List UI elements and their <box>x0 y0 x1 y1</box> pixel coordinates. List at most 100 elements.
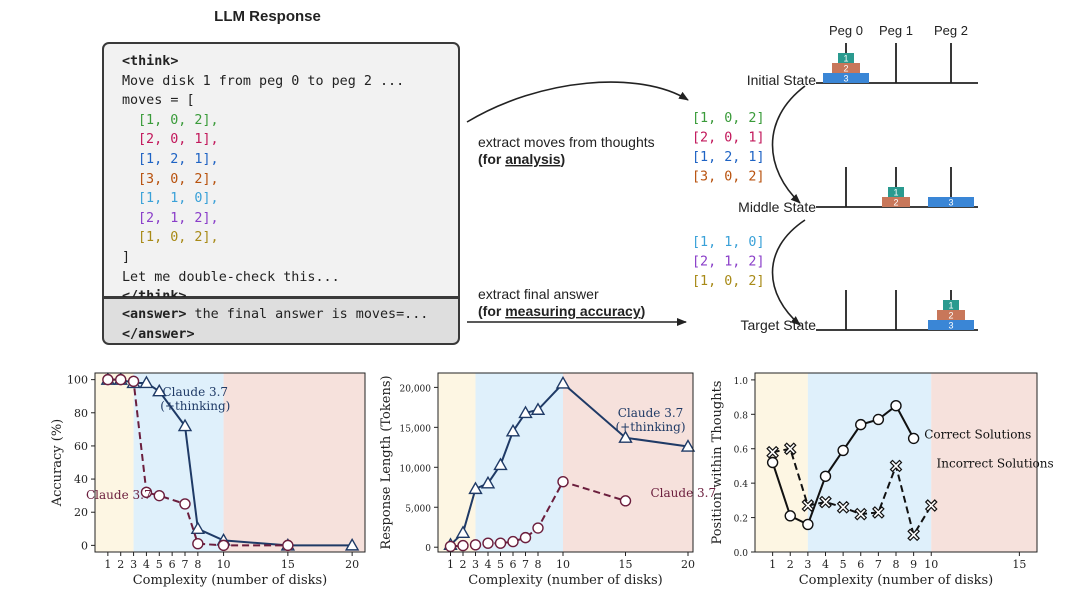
y-tick-label: 5,000 <box>405 504 431 514</box>
extract-answer-label: extract final answer <box>478 286 599 302</box>
think-open-tag: <think> <box>122 54 179 69</box>
y-tick-label: 15,000 <box>400 424 432 434</box>
y-tick-label: 10,000 <box>400 464 432 474</box>
plot-frame <box>94 372 366 553</box>
data-point <box>455 525 471 539</box>
data-point <box>854 507 868 521</box>
extracted-move: [2, 1, 2] <box>692 255 765 270</box>
complexity-region <box>438 373 476 552</box>
x-tick-label: 3 <box>130 558 137 571</box>
disk-label: 2 <box>843 64 848 74</box>
disk <box>888 187 904 197</box>
data-point <box>102 373 114 386</box>
data-point <box>872 413 885 426</box>
state-arrow-2 <box>771 219 806 326</box>
x-tick-label: 8 <box>893 558 900 571</box>
peg-label: Peg 2 <box>934 23 968 38</box>
x-tick-label: 6 <box>857 558 864 571</box>
y-tick-label: 80 <box>74 407 88 420</box>
extract-moves-arrow <box>466 81 689 123</box>
hanoi-state: Initial State 321 <box>747 43 978 88</box>
double-check-line: Let me double-check this... <box>122 269 340 285</box>
data-point <box>766 456 779 469</box>
move-line: [1, 1, 0], <box>138 191 219 207</box>
x-tick-label: 5 <box>497 558 504 571</box>
peg-label: Peg 0 <box>829 23 863 38</box>
moves-close: ] <box>122 249 131 265</box>
x-tick-label: 5 <box>156 558 163 571</box>
charts-row: Claude 3.7 (+thinking)Claude 3.71 2 3 4 5 6 7 8 1… <box>50 372 1054 588</box>
extracted-move: [2, 0, 1] <box>692 131 765 146</box>
data-point <box>493 457 508 471</box>
move-line: [1, 0, 2], <box>138 230 219 246</box>
hanoi-state: Middle State 21 3 <box>738 167 978 215</box>
series-line <box>107 378 353 547</box>
data-point <box>784 510 796 522</box>
disk <box>937 310 965 320</box>
x-tick-label: 15 <box>1012 558 1026 571</box>
y-tick-label: 0.4 <box>734 480 749 490</box>
series-label: Correct Solutions <box>924 427 1031 441</box>
remaining-moves-group: [1, 1, 0] [2, 1, 2] [1, 0, 2] <box>692 235 765 289</box>
data-point <box>152 383 167 397</box>
series-line <box>450 480 626 548</box>
data-point <box>618 430 633 443</box>
disk <box>838 53 854 63</box>
x-tick-label: 20 <box>681 558 695 571</box>
y-tick-label: 1.0 <box>734 377 749 387</box>
x-tick-label: 1 <box>769 558 776 571</box>
llm-response-title: LLM Response <box>214 8 321 25</box>
series-line <box>772 447 933 538</box>
data-point <box>924 499 938 512</box>
y-axis-label: Position within Thoughts <box>710 381 725 545</box>
data-point <box>140 486 153 499</box>
data-point <box>837 444 849 457</box>
series-label: Claude 3.7 (+thinking) <box>160 385 230 413</box>
data-point <box>890 400 902 412</box>
y-axis-label: Accuracy (%) <box>50 419 65 508</box>
x-tick-label: 9 <box>910 558 917 571</box>
extracted-move: [1, 2, 1] <box>692 150 765 165</box>
complexity-region <box>133 373 224 552</box>
x-tick-label: 2 <box>117 558 124 571</box>
analysis-emphasis: analysis <box>505 151 560 167</box>
x-tick-label: 4 <box>143 558 150 571</box>
disk <box>832 63 860 73</box>
x-tick-label: 20 <box>345 558 359 571</box>
data-point <box>127 375 140 387</box>
y-axis-label: Response Length (Tokens) <box>379 375 394 549</box>
state-label: Middle State <box>738 199 816 215</box>
extract-moves-label: extract moves from thoughts <box>478 134 655 150</box>
complexity-region <box>755 373 808 552</box>
response-length-chart: Claude 3.7 (+thinking) Claude 3.7 1 2 3 4 5 6 7 8 1… <box>379 372 717 588</box>
disk-label: 1 <box>893 188 898 198</box>
extract-moves-purpose: (for analysis) <box>478 151 565 167</box>
answer-open-tag: <answer> <box>122 307 187 322</box>
peg-labels: Peg 0 Peg 1 Peg 2 <box>829 23 968 38</box>
data-point <box>855 418 867 431</box>
data-point <box>555 375 571 389</box>
plot-frame <box>437 372 694 553</box>
disk <box>823 73 869 83</box>
hanoi-diagram: extract moves from thoughts (for analysi… <box>466 23 978 333</box>
x-tick-label: 2 <box>460 558 467 571</box>
y-tick-label: 0.6 <box>734 446 749 456</box>
data-point <box>766 445 779 459</box>
x-tick-label: 10 <box>217 558 231 571</box>
data-point <box>494 537 507 549</box>
data-point <box>819 495 832 509</box>
disk <box>943 300 959 310</box>
data-point <box>783 442 797 456</box>
move-line: [1, 2, 1], <box>138 151 219 167</box>
y-tick-label: 20,000 <box>400 384 432 394</box>
series-label: Claude 3.7 <box>651 486 717 500</box>
data-point <box>557 475 569 488</box>
data-point <box>217 539 230 552</box>
data-point <box>179 498 191 510</box>
x-tick-label: 6 <box>169 558 176 571</box>
data-point <box>619 495 632 507</box>
data-point <box>801 499 815 512</box>
x-tick-label: 4 <box>485 558 492 571</box>
data-point <box>518 405 533 419</box>
